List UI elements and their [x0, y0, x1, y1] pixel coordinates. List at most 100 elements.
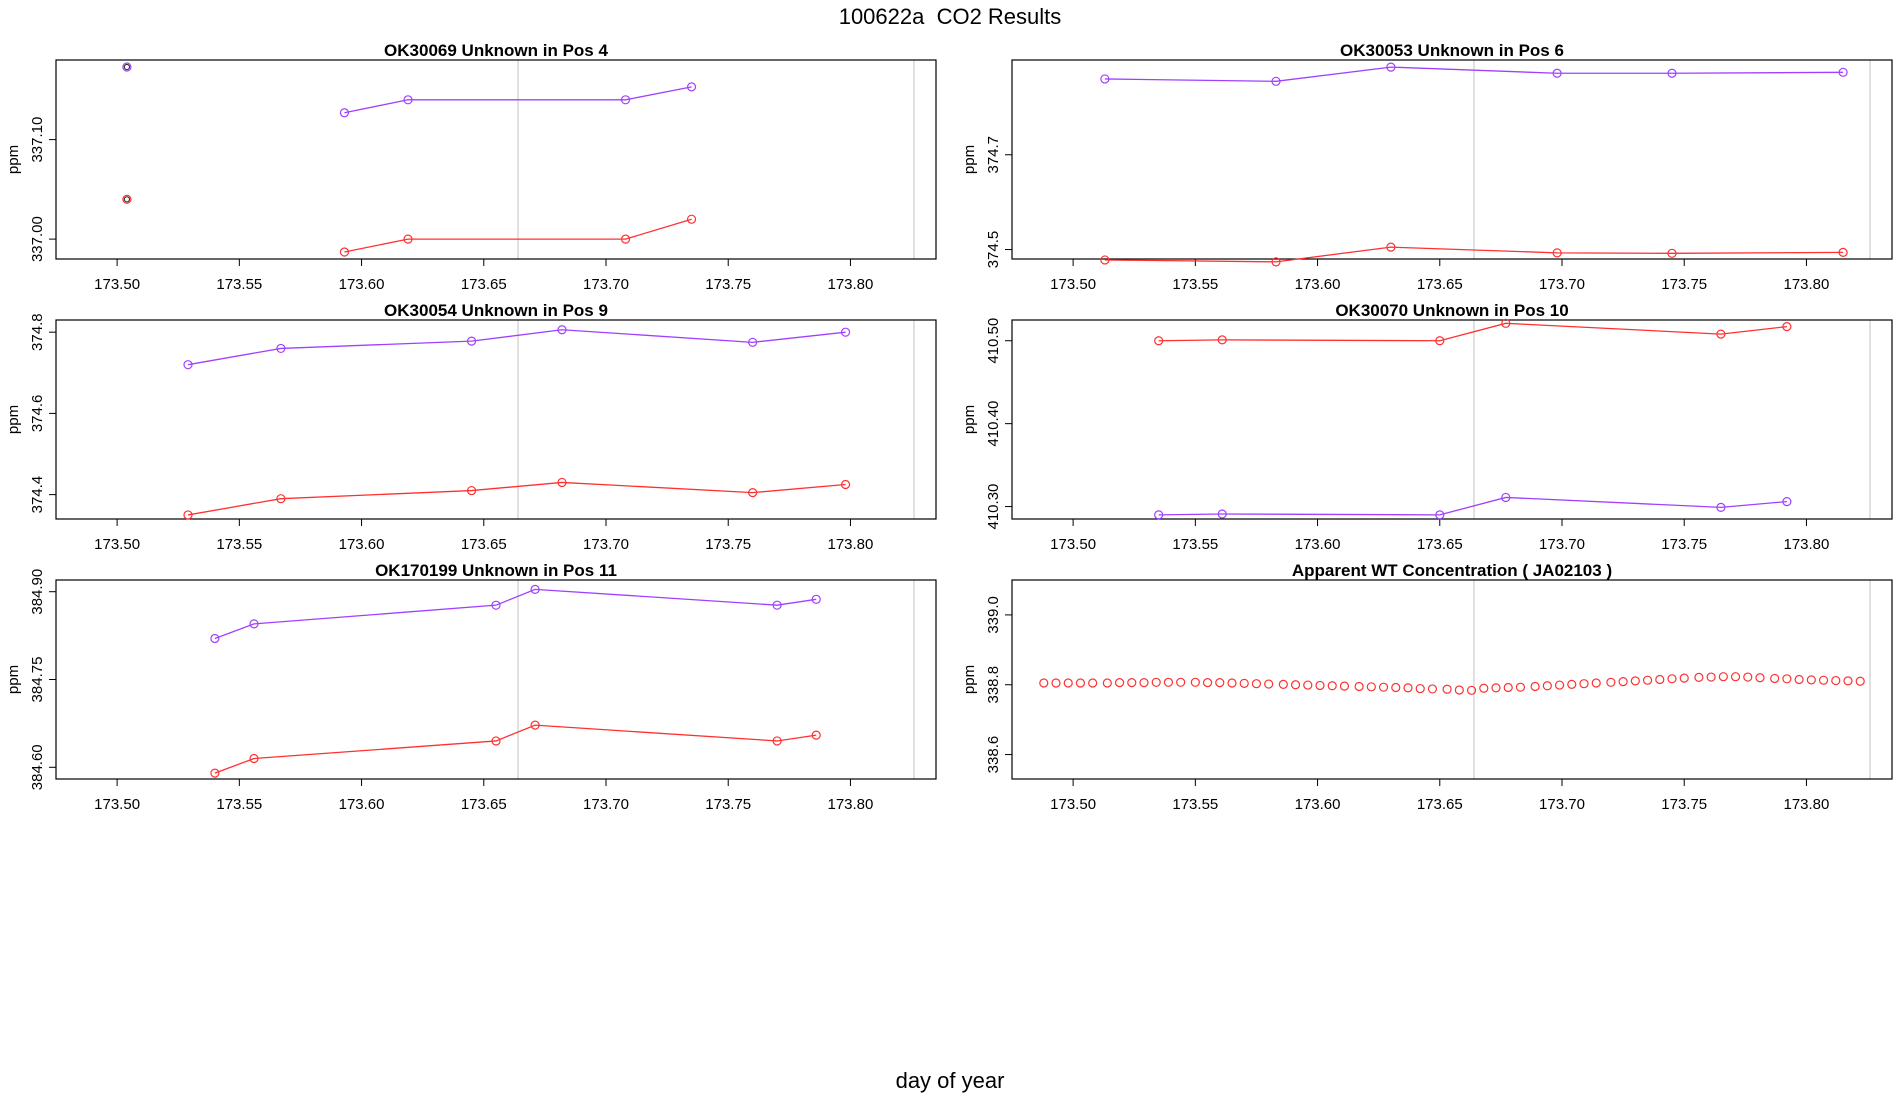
x-axis-title: day of year	[895, 1068, 1005, 1093]
data-point-wt	[1454, 685, 1464, 695]
data-point-wt	[1354, 681, 1364, 692]
data-point-wt	[1415, 683, 1425, 694]
data-point-wt	[1554, 680, 1565, 690]
data-point-wt	[1315, 680, 1325, 691]
x-tick-label: 173.65	[1417, 536, 1463, 553]
page-title: 100622a CO2 Results	[838, 4, 1062, 29]
y-tick-label: 339.0	[985, 596, 1002, 634]
x-tick-label: 173.65	[461, 536, 507, 553]
data-point-wt	[1088, 678, 1098, 688]
y-axis-label: ppm	[5, 665, 22, 694]
data-point-series_b	[466, 485, 477, 496]
x-tick-label: 173.75	[705, 276, 751, 293]
x-tick-label: 173.50	[1050, 796, 1096, 813]
plot-frame	[1011, 59, 1893, 260]
data-point-wt	[1843, 676, 1853, 686]
x-tick-label: 173.65	[1417, 796, 1463, 813]
data-point-series_b	[1667, 248, 1677, 258]
x-tick-label: 173.70	[583, 276, 629, 293]
plot-frame	[1011, 319, 1893, 520]
data-point-series_a	[686, 82, 697, 92]
isolated-point-inner	[123, 63, 130, 71]
data-point-series_a	[1838, 67, 1848, 77]
data-point-wt	[1718, 672, 1728, 682]
data-point-series_a	[1716, 502, 1726, 512]
x-tick-label: 173.80	[827, 536, 873, 553]
data-point-wt	[1542, 681, 1552, 691]
data-point-wt	[1806, 675, 1816, 685]
x-tick-label: 173.50	[1050, 276, 1096, 293]
x-tick-label: 173.80	[1783, 536, 1829, 553]
data-point-series_a	[1435, 510, 1445, 520]
data-point-series_b	[491, 736, 501, 746]
data-point-wt	[1479, 683, 1489, 693]
x-tick-label: 173.60	[339, 796, 385, 813]
panel-2: OK30053 Unknown in Pos 6 ppm 173.50 173.55 1…	[961, 41, 1893, 293]
isolated-point	[122, 194, 132, 204]
data-point-wt	[1679, 673, 1689, 683]
isolated-point-inner	[123, 196, 130, 203]
x-tick-label: 173.70	[1539, 276, 1585, 293]
data-point-wt	[1215, 678, 1225, 688]
panel-5: OK170199 Unknown in Pos 11 ppm 173.50 173.5…	[5, 561, 937, 813]
x-tick-label: 173.60	[339, 536, 385, 553]
data-point-wt	[1139, 678, 1149, 688]
data-point-series_b	[1552, 248, 1562, 258]
x-tick-label: 173.60	[1295, 796, 1341, 813]
x-tick-label: 173.75	[1661, 536, 1707, 553]
data-point-series_a	[491, 600, 501, 610]
y-tick-label: 374.5	[985, 231, 1002, 269]
data-point-wt	[1770, 673, 1780, 684]
data-point-wt	[1264, 679, 1274, 689]
data-point-wt	[1339, 681, 1350, 691]
x-tick-label: 173.75	[1661, 276, 1707, 293]
data-point-series_b	[183, 510, 193, 520]
y-tick-label: 384.75	[29, 657, 46, 703]
plot-frame	[55, 59, 937, 260]
data-point-wt	[1442, 684, 1452, 694]
series-line-series_a	[187, 329, 846, 366]
data-point-series_a	[1386, 62, 1396, 72]
data-point-series_b	[1435, 336, 1445, 346]
data-point-wt	[1606, 677, 1616, 687]
data-point-series_b	[1386, 242, 1396, 252]
data-point-series_b	[1501, 318, 1511, 328]
data-point-wt	[1855, 676, 1865, 686]
x-tick-label: 173.75	[705, 536, 751, 553]
x-tick-label: 173.55	[1172, 796, 1218, 813]
data-point-series_a	[1667, 68, 1677, 78]
data-point-series_a	[403, 95, 413, 105]
y-tick-label: 338.8	[985, 666, 1002, 704]
y-tick-label: 337.00	[29, 216, 46, 262]
x-tick-label: 173.70	[583, 536, 629, 553]
data-point-wt	[1327, 681, 1337, 691]
data-point-series_b	[748, 488, 758, 498]
data-point-series_a	[811, 594, 821, 604]
data-point-series_b	[210, 768, 220, 778]
data-point-wt	[1127, 678, 1137, 688]
data-point-series_b	[276, 494, 286, 504]
y-tick-label: 410.50	[985, 318, 1002, 364]
y-tick-label: 384.60	[29, 744, 46, 790]
data-point-wt	[1503, 682, 1513, 693]
y-tick-label: 410.30	[985, 484, 1002, 530]
series-line-series_a	[1158, 496, 1787, 516]
x-tick-label: 173.55	[216, 536, 262, 553]
panel-title: OK170199 Unknown in Pos 11	[375, 561, 617, 580]
data-point-wt	[1163, 677, 1174, 687]
data-point-wt	[1694, 672, 1704, 683]
data-point-series_a	[1782, 496, 1792, 507]
data-point-wt	[1075, 678, 1086, 688]
data-point-series_b	[1782, 322, 1792, 332]
series-line-series_a	[214, 588, 817, 640]
data-point-wt	[1630, 676, 1640, 686]
data-point-series_b	[620, 234, 631, 244]
data-point-wt	[1743, 672, 1753, 682]
isolated-point	[122, 62, 132, 72]
data-point-wt	[1151, 677, 1161, 687]
data-point-wt	[1176, 677, 1186, 687]
plot-frame	[55, 579, 937, 780]
data-point-wt	[1403, 683, 1413, 693]
y-tick-label: 374.4	[29, 476, 46, 514]
